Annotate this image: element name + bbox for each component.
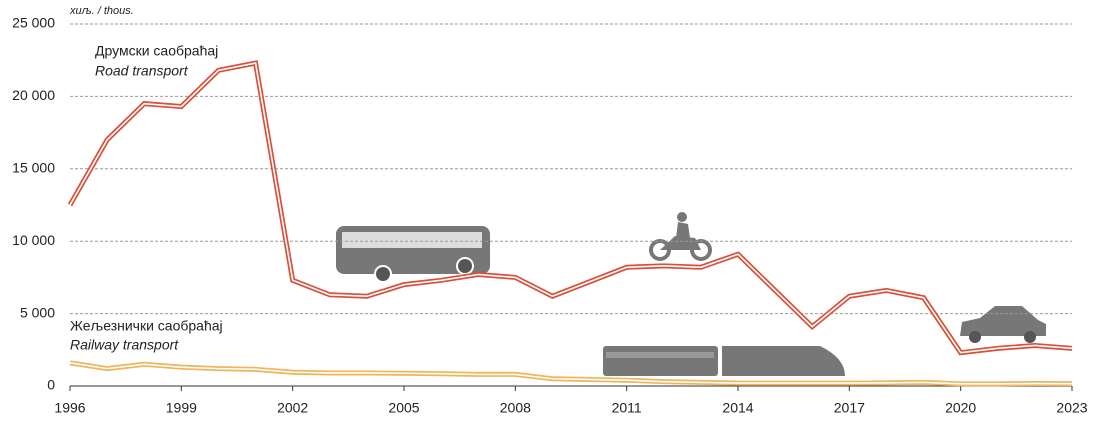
x-tick-label: 1999 — [166, 400, 197, 416]
series-line — [70, 363, 1072, 384]
x-tick-label: 2011 — [612, 400, 642, 416]
motorbike-icon — [651, 212, 710, 259]
y-tick-label: 20 000 — [12, 87, 55, 103]
train-icon — [603, 346, 845, 376]
series-line — [70, 63, 1072, 353]
series-label: Railway transport — [70, 337, 179, 353]
series-label: Road transport — [95, 63, 189, 79]
series-line-inner — [70, 63, 1072, 353]
y-tick-label: 15 000 — [12, 160, 55, 176]
x-tick-label: 2020 — [945, 400, 976, 416]
y-tick-label: 10 000 — [12, 232, 55, 248]
x-tick-label: 2008 — [500, 400, 531, 416]
x-tick-label: 1996 — [54, 400, 85, 416]
bus-icon — [336, 226, 490, 282]
series-label: Жељезнички саобраћај — [70, 318, 223, 334]
x-tick-label: 2017 — [834, 400, 865, 416]
car-icon — [960, 306, 1046, 343]
y-tick-label: 0 — [47, 377, 55, 393]
x-tick-label: 2014 — [722, 400, 753, 416]
y-tick-label: 25 000 — [12, 15, 55, 31]
x-tick-label: 2005 — [388, 400, 419, 416]
chart: хиљ. / thous. Друмски саобраћај Road tra… — [0, 0, 1100, 421]
unit-label: хиљ. / thous. — [69, 5, 134, 17]
series-label: Друмски саобраћај — [95, 43, 218, 59]
x-tick-label: 2023 — [1056, 400, 1087, 416]
y-tick-label: 5 000 — [20, 304, 55, 320]
x-tick-label: 2002 — [277, 400, 308, 416]
